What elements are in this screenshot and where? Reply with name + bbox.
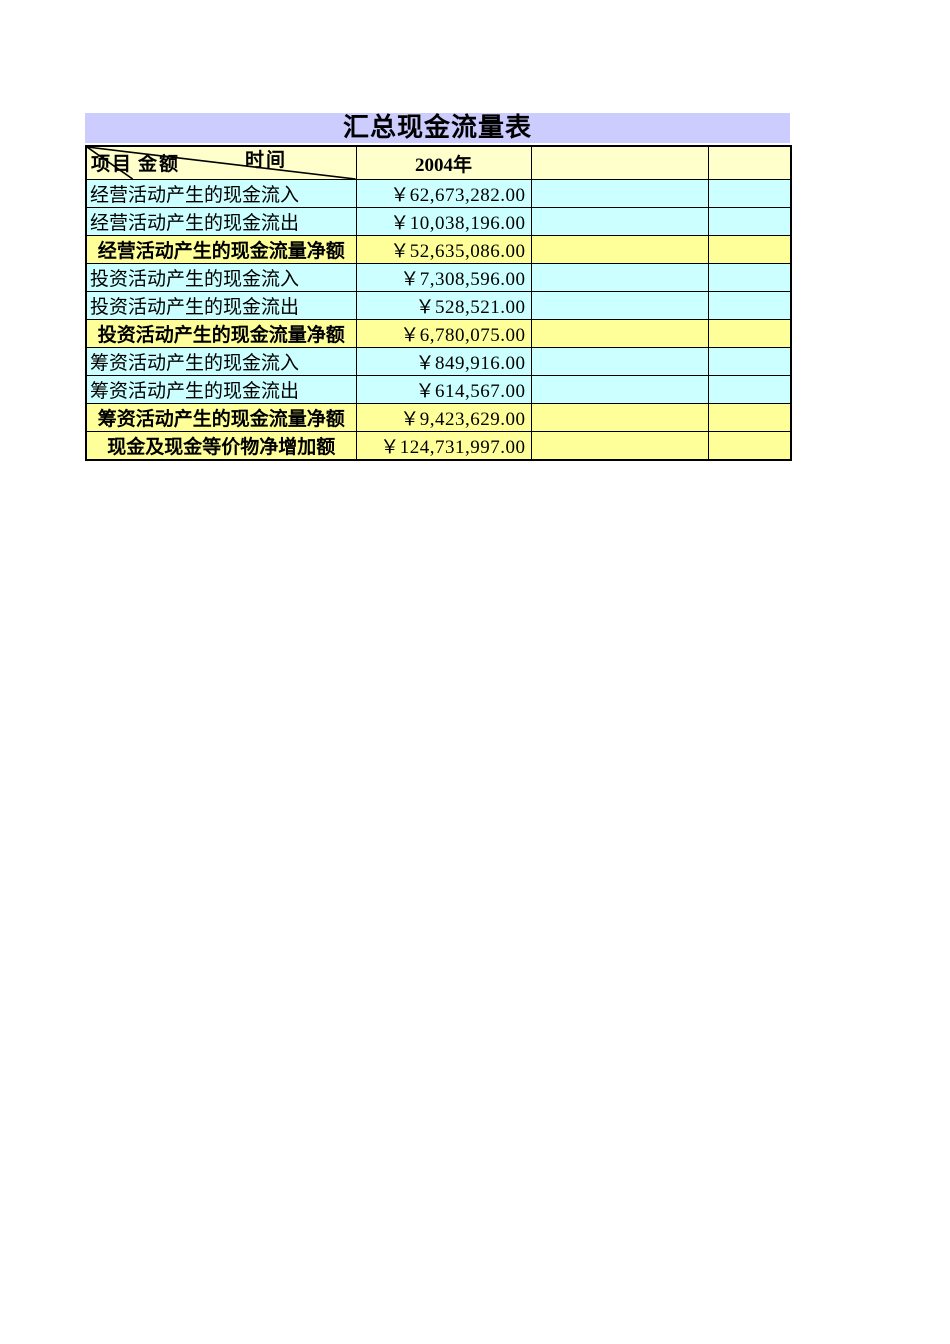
row-label-cell: 现金及现金等价物净增加额: [85, 431, 357, 461]
row-empty-cell: [707, 179, 792, 208]
header-label-amount: 金额: [138, 154, 181, 175]
row-empty-cell: [530, 207, 709, 236]
row-empty-cell: [707, 263, 792, 292]
header-label-time: 时间: [245, 150, 288, 171]
table-row: 投资活动产生的现金流出 ￥528,521.00: [85, 291, 792, 320]
row-empty-cell: [707, 207, 792, 236]
row-label-cell: 投资活动产生的现金流出: [85, 291, 357, 320]
row-empty-cell: [530, 291, 709, 320]
table-row: 现金及现金等价物净增加额 ￥124,731,997.00: [85, 431, 792, 461]
row-value-cell: ￥62,673,282.00: [355, 179, 532, 208]
header-year-cell: 2004年: [355, 145, 532, 180]
header-empty-cell: [530, 145, 709, 180]
row-empty-cell: [530, 179, 709, 208]
row-value-cell: ￥6,780,075.00: [355, 319, 532, 348]
row-label-cell: 经营活动产生的现金流入: [85, 179, 357, 208]
row-value-cell: ￥849,916.00: [355, 347, 532, 376]
row-empty-cell: [530, 319, 709, 348]
row-empty-cell: [530, 235, 709, 264]
table-row: 筹资活动产生的现金流出 ￥614,567.00: [85, 375, 792, 404]
row-value-cell: ￥528,521.00: [355, 291, 532, 320]
row-label-cell: 投资活动产生的现金流量净额: [85, 319, 357, 348]
title-banner: 汇总现金流量表: [85, 113, 790, 143]
table-row: 筹资活动产生的现金流入 ￥849,916.00: [85, 347, 792, 376]
row-value-cell: ￥614,567.00: [355, 375, 532, 404]
row-empty-cell: [707, 431, 792, 461]
table-row: 经营活动产生的现金流出 ￥10,038,196.00: [85, 207, 792, 236]
diagonal-lines: [87, 147, 356, 179]
header-row: 项目 金额 时间 2004年: [85, 145, 792, 180]
row-label-cell: 投资活动产生的现金流入: [85, 263, 357, 292]
row-label-cell: 筹资活动产生的现金流入: [85, 347, 357, 376]
row-empty-cell: [530, 403, 709, 432]
table-row: 投资活动产生的现金流入 ￥7,308,596.00: [85, 263, 792, 292]
row-value-cell: ￥124,731,997.00: [355, 431, 532, 461]
row-label-cell: 经营活动产生的现金流量净额: [85, 235, 357, 264]
row-empty-cell: [707, 319, 792, 348]
row-empty-cell: [530, 375, 709, 404]
row-value-cell: ￥52,635,086.00: [355, 235, 532, 264]
table-row: 投资活动产生的现金流量净额 ￥6,780,075.00: [85, 319, 792, 348]
row-value-cell: ￥10,038,196.00: [355, 207, 532, 236]
row-empty-cell: [530, 431, 709, 461]
cash-flow-table: 项目 金额 时间 2004年 经营活动产生的现金流入 ￥62,673,282.00…: [85, 145, 792, 461]
row-empty-cell: [530, 347, 709, 376]
row-empty-cell: [707, 235, 792, 264]
row-label-cell: 筹资活动产生的现金流量净额: [85, 403, 357, 432]
page-title: 汇总现金流量表: [342, 113, 532, 142]
row-label-cell: 经营活动产生的现金流出: [85, 207, 357, 236]
row-empty-cell: [707, 375, 792, 404]
table-row: 经营活动产生的现金流量净额 ￥52,635,086.00: [85, 235, 792, 264]
table-body: 经营活动产生的现金流入 ￥62,673,282.00 经营活动产生的现金流出 ￥10,…: [85, 179, 792, 461]
header-empty-cell: [707, 145, 792, 180]
row-label-cell: 筹资活动产生的现金流出: [85, 375, 357, 404]
row-value-cell: ￥7,308,596.00: [355, 263, 532, 292]
header-label-item: 项目: [91, 154, 134, 175]
row-value-cell: ￥9,423,629.00: [355, 403, 532, 432]
table-row: 经营活动产生的现金流入 ￥62,673,282.00: [85, 179, 792, 208]
diagonal-header-cell: 项目 金额 时间: [85, 145, 357, 180]
row-empty-cell: [707, 403, 792, 432]
row-empty-cell: [530, 263, 709, 292]
row-empty-cell: [707, 291, 792, 320]
row-empty-cell: [707, 347, 792, 376]
table-row: 筹资活动产生的现金流量净额 ￥9,423,629.00: [85, 403, 792, 432]
